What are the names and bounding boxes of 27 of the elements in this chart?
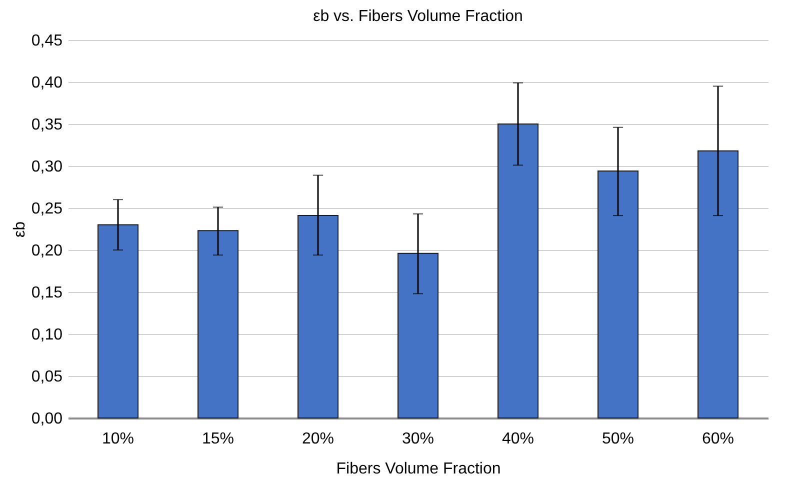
x-tick-label: 30%: [402, 430, 434, 448]
y-tick-label: 0,20: [31, 242, 63, 260]
y-tick-label: 0,10: [31, 326, 63, 344]
y-tick-label: 0,25: [31, 200, 63, 218]
bar: [298, 215, 338, 418]
x-tick-label: 40%: [502, 430, 534, 448]
x-tick-label: 60%: [702, 430, 734, 448]
bar: [98, 224, 138, 418]
y-tick-label: 0,40: [31, 74, 63, 92]
bar: [198, 230, 238, 418]
x-tick-label: 15%: [202, 430, 234, 448]
bar: [698, 150, 738, 418]
x-tick-label: 20%: [302, 430, 334, 448]
y-axis-title: εb: [11, 221, 28, 238]
bar: [498, 124, 538, 418]
bar: [398, 252, 438, 418]
y-tick-label: 0,45: [31, 32, 63, 50]
x-tick-label: 50%: [602, 430, 634, 448]
chart-title: εb vs. Fibers Volume Fraction: [313, 8, 523, 25]
x-tick-label: 10%: [102, 430, 134, 448]
y-tick-label: 0,15: [31, 284, 63, 302]
x-axis-title: Fibers Volume Fraction: [336, 460, 501, 478]
y-tick-label: 0,00: [31, 410, 63, 428]
y-tick-label: 0,05: [31, 368, 63, 386]
bar: [598, 170, 638, 418]
y-tick-label: 0,30: [31, 158, 63, 176]
y-tick-label: 0,35: [31, 116, 63, 134]
